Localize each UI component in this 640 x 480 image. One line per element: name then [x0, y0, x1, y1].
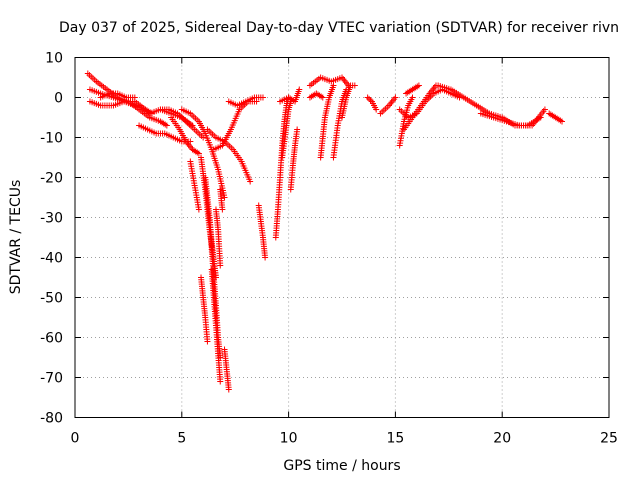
data-point — [319, 94, 326, 101]
series-arc-27 — [306, 74, 352, 89]
y-tick-label: 10 — [45, 51, 63, 67]
data-point — [217, 262, 224, 269]
series-arc-14 — [208, 266, 224, 385]
data-point — [247, 178, 254, 185]
y-tick-label: -10 — [40, 131, 63, 147]
data-point — [294, 126, 301, 133]
series-arc-29 — [317, 82, 337, 161]
x-tick-label: 25 — [600, 431, 618, 447]
x-tick-label: 15 — [386, 431, 404, 447]
data-point — [559, 118, 566, 125]
plot-frame — [74, 57, 610, 418]
data-point — [366, 95, 373, 102]
series-arc-15 — [212, 206, 224, 269]
data-point — [200, 134, 207, 141]
series-arc-34 — [396, 94, 416, 149]
data-point — [131, 94, 138, 101]
series-arc-38 — [435, 82, 544, 129]
y-axis-ticks: 10 0 -10 -20 -30 -40 -50 -60 -70 -80 — [40, 51, 609, 427]
series-arc-33 — [377, 94, 399, 117]
x-axis-ticks: 0 5 10 15 20 25 — [71, 57, 618, 447]
series-arc-17 — [198, 274, 211, 345]
data-point — [259, 94, 266, 101]
data-point — [296, 86, 303, 93]
data-point — [373, 106, 380, 113]
series-arc-8 — [168, 114, 202, 157]
y-tick-label: -80 — [40, 411, 63, 427]
series-arc-9 — [178, 106, 228, 201]
series-arc-18 — [221, 346, 232, 393]
y-tick-label: 0 — [54, 91, 63, 107]
series-arc-36 — [400, 82, 439, 133]
data-point — [142, 106, 149, 113]
data-point — [367, 97, 374, 104]
x-axis-label: GPS time / hours — [283, 458, 400, 474]
series-arc-28 — [306, 90, 326, 101]
series-arc-26 — [287, 126, 301, 193]
data-point — [351, 82, 358, 89]
chart-title: Day 037 of 2025, Sidereal Day-to-day VTE… — [59, 20, 619, 36]
y-tick-label: -30 — [40, 211, 63, 227]
series-arc-10 — [187, 158, 202, 213]
data-point — [330, 82, 337, 89]
data-point — [204, 338, 211, 345]
x-tick-label: 20 — [493, 431, 511, 447]
data-point — [415, 82, 422, 89]
series-arc-1 — [84, 70, 170, 129]
data-point — [392, 94, 399, 101]
y-tick-label: -20 — [40, 171, 63, 187]
y-tick-label: -40 — [40, 251, 63, 267]
y-tick-label: -60 — [40, 331, 63, 347]
series-arc-39 — [477, 106, 548, 129]
x-tick-label: 5 — [177, 431, 186, 447]
data-point — [541, 106, 548, 113]
series-arc-32 — [364, 94, 380, 113]
series-arc-25 — [277, 86, 303, 105]
data-point — [217, 378, 224, 385]
data-point — [163, 122, 170, 129]
data-points — [84, 70, 566, 393]
data-point — [409, 94, 416, 101]
series-arc-7 — [157, 106, 207, 141]
y-tick-label: -50 — [40, 291, 63, 307]
data-point — [364, 94, 371, 101]
y-axis-label: SDTVAR / TECUs — [8, 180, 24, 295]
data-point — [225, 386, 232, 393]
series-arc-4 — [97, 90, 138, 101]
data-point — [219, 206, 226, 213]
y-tick-label: -70 — [40, 371, 63, 387]
data-point — [195, 150, 202, 157]
x-tick-label: 0 — [71, 431, 80, 447]
series-arc-40 — [546, 110, 566, 125]
series-arc-21 — [225, 94, 266, 109]
data-point — [221, 194, 228, 201]
data-point — [262, 254, 269, 261]
series-arc-31 — [339, 82, 358, 121]
series-arc-37 — [403, 82, 422, 97]
series-arc-16 — [217, 186, 226, 213]
series-arc-22 — [255, 202, 269, 261]
data-point — [195, 206, 202, 213]
x-tick-label: 10 — [280, 431, 298, 447]
